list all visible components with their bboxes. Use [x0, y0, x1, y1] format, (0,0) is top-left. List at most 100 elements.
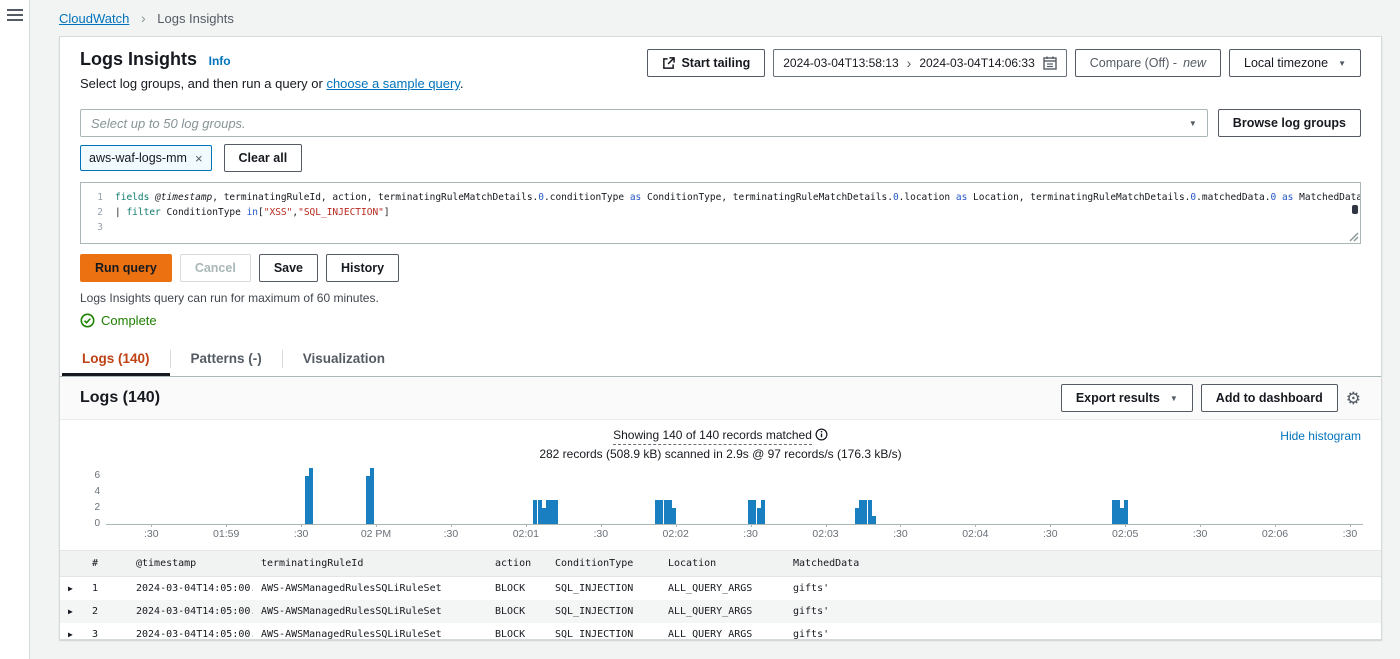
column-header: Location	[660, 558, 785, 569]
tab-patterns[interactable]: Patterns (-)	[171, 342, 282, 376]
x-axis-tick-mark	[676, 524, 677, 527]
x-axis-tick-label: 02:04	[962, 528, 988, 540]
histogram-bar	[370, 468, 374, 524]
column-header: @timestamp	[128, 558, 253, 569]
histogram-bar	[309, 468, 313, 524]
column-header: #	[84, 558, 128, 569]
x-axis-tick-mark	[451, 524, 452, 527]
x-axis-tick-mark	[1200, 524, 1201, 527]
expand-row-icon[interactable]: ▶	[68, 630, 73, 639]
compare-new-label: new	[1183, 56, 1206, 70]
log-group-token: aws-waf-logs-mm ×	[80, 145, 212, 171]
table-row[interactable]: ▶32024-03-04T14:05:00.…AWS-AWSManagedRul…	[60, 623, 1381, 640]
date-from-value[interactable]: 2024-03-04T13:58:13	[783, 56, 898, 70]
query-editor[interactable]: 1fields @timestamp, terminatingRuleId, a…	[80, 182, 1361, 244]
export-results-button[interactable]: Export results ▼	[1061, 384, 1193, 412]
scan-stats-text: 282 records (508.9 kB) scanned in 2.9s @…	[80, 447, 1361, 461]
table-cell: SQL_INJECTION	[547, 629, 660, 640]
history-button[interactable]: History	[326, 254, 399, 282]
expand-row-cell[interactable]: ▶	[60, 583, 84, 594]
histogram-bar	[761, 500, 765, 524]
editor-code: | filter ConditionType in["XSS","SQL_INJ…	[115, 205, 390, 220]
x-axis-tick-mark	[975, 524, 976, 527]
calendar-icon[interactable]	[1043, 56, 1057, 70]
results-table: #@timestampterminatingRuleIdactionCondit…	[60, 550, 1381, 640]
table-cell: ALL_QUERY_ARGS	[660, 629, 785, 640]
table-cell: gifts'	[785, 583, 1381, 594]
x-axis-tick-label: 02:02	[663, 528, 689, 540]
status-label: Complete	[101, 313, 157, 328]
hide-histogram-link[interactable]: Hide histogram	[1280, 429, 1361, 443]
clear-all-button[interactable]: Clear all	[224, 144, 303, 172]
log-group-select-input[interactable]: Select up to 50 log groups. ▼	[80, 109, 1208, 137]
editor-line-number: 1	[81, 190, 115, 205]
timezone-label: Local timezone	[1244, 56, 1328, 70]
start-tailing-button[interactable]: Start tailing	[647, 49, 765, 77]
x-axis-tick-mark	[601, 524, 602, 527]
x-axis-tick-label: 02:01	[513, 528, 539, 540]
settings-gear-icon[interactable]: ⚙	[1346, 390, 1361, 407]
tab-visualization[interactable]: Visualization	[283, 342, 405, 376]
external-link-icon	[662, 57, 675, 70]
breadcrumb-current: Logs Insights	[157, 11, 234, 26]
info-link[interactable]: Info	[209, 54, 231, 68]
subtitle-suffix: .	[460, 76, 464, 91]
date-range-picker[interactable]: 2024-03-04T13:58:13 › 2024-03-04T14:06:3…	[773, 49, 1067, 77]
editor-resize-handle[interactable]	[1349, 232, 1359, 242]
x-axis-tick-label: :30	[893, 528, 908, 540]
chevron-down-icon[interactable]: ▼	[1189, 119, 1197, 128]
table-cell: ALL_QUERY_ARGS	[660, 583, 785, 594]
table-cell: 2024-03-04T14:05:00.…	[128, 629, 253, 640]
x-axis-tick-mark	[526, 524, 527, 527]
chevron-down-icon: ▼	[1170, 394, 1178, 403]
info-circle-icon[interactable]	[815, 428, 828, 441]
sample-query-link[interactable]: choose a sample query	[326, 76, 459, 91]
tab-logs[interactable]: Logs (140)	[62, 342, 170, 376]
editor-line: 1fields @timestamp, terminatingRuleId, a…	[81, 190, 1346, 205]
x-axis-tick-mark	[751, 524, 752, 527]
editor-line: 3	[81, 220, 1346, 235]
export-results-label: Export results	[1076, 391, 1160, 405]
log-group-placeholder: Select up to 50 log groups.	[91, 116, 246, 131]
table-row[interactable]: ▶22024-03-04T14:05:00.…AWS-AWSManagedRul…	[60, 600, 1381, 623]
x-axis-tick-mark	[1275, 524, 1276, 527]
x-axis-tick-mark	[1050, 524, 1051, 527]
timezone-dropdown[interactable]: Local timezone ▼	[1229, 49, 1361, 77]
expand-row-icon[interactable]: ▶	[68, 584, 73, 593]
breadcrumb-cloudwatch-link[interactable]: CloudWatch	[59, 11, 129, 26]
x-axis-tick-label: 01:59	[213, 528, 239, 540]
cancel-button: Cancel	[180, 254, 251, 282]
date-to-value[interactable]: 2024-03-04T14:06:33	[919, 56, 1034, 70]
subtitle-text: Select log groups, and then run a query …	[80, 76, 326, 91]
query-status: Complete	[80, 313, 1361, 328]
browse-log-groups-button[interactable]: Browse log groups	[1218, 109, 1361, 137]
save-button[interactable]: Save	[259, 254, 318, 282]
expand-row-icon[interactable]: ▶	[68, 607, 73, 616]
compare-button[interactable]: Compare (Off) - new	[1075, 49, 1221, 77]
x-axis-tick-label: :30	[593, 528, 608, 540]
expand-row-cell[interactable]: ▶	[60, 629, 84, 640]
x-axis-tick-label: :30	[743, 528, 758, 540]
x-axis-tick-label: :30	[294, 528, 309, 540]
add-to-dashboard-button[interactable]: Add to dashboard	[1201, 384, 1338, 412]
results-heading: Logs (140)	[80, 389, 160, 407]
hamburger-menu-icon[interactable]	[7, 9, 29, 21]
editor-scrollbar[interactable]	[1352, 205, 1358, 214]
table-cell: AWS-AWSManagedRulesSQLiRuleSet	[253, 606, 487, 617]
x-axis-tick-label: :30	[444, 528, 459, 540]
table-cell: AWS-AWSManagedRulesSQLiRuleSet	[253, 629, 487, 640]
breadcrumb: CloudWatch › Logs Insights	[59, 10, 1382, 26]
expand-row-cell[interactable]: ▶	[60, 606, 84, 617]
editor-line-number: 3	[81, 220, 115, 235]
table-cell: BLOCK	[487, 629, 547, 640]
x-axis-tick-mark	[376, 524, 377, 527]
remove-log-group-icon[interactable]: ×	[195, 151, 203, 166]
table-cell: 2024-03-04T14:05:00.…	[128, 583, 253, 594]
histogram-x-axis: :3001:59:3002 PM:3002:01:3002:02:3002:03…	[106, 525, 1363, 542]
y-axis-tick-label: 2	[82, 502, 100, 513]
table-cell: SQL_INJECTION	[547, 583, 660, 594]
table-row[interactable]: ▶12024-03-04T14:05:00.…AWS-AWSManagedRul…	[60, 577, 1381, 600]
x-axis-tick-label: :30	[1043, 528, 1058, 540]
x-axis-tick-mark	[1350, 524, 1351, 527]
run-query-button[interactable]: Run query	[80, 254, 172, 282]
